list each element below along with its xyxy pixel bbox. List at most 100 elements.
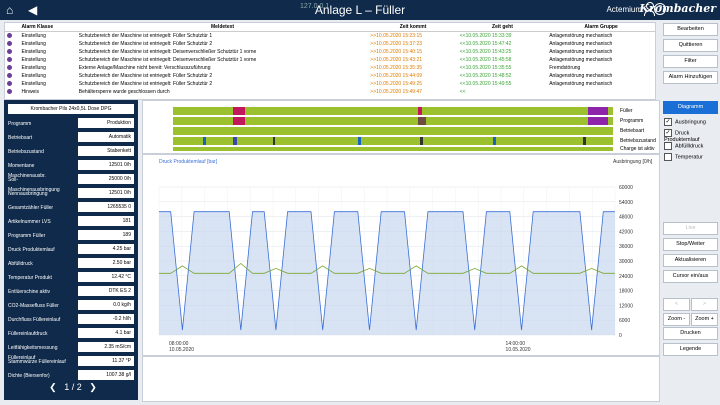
process-value: Stabenkett: [78, 146, 134, 156]
window-caption: 127.0.0.1: [300, 3, 330, 10]
cursor-button[interactable]: Cursor ein/aus: [663, 270, 718, 283]
status-bar-filler: [173, 107, 613, 115]
alarm-time-go: <<10.05.2020 15:47:42: [459, 41, 512, 47]
alarm-row[interactable]: Einstellung Schutzbereich der Maschine is…: [5, 40, 655, 48]
process-value-row: Nennausbringung 12501 0/h: [8, 188, 134, 199]
chart-svg: Druck Produktemlauf [bar] Ausbringung [0…: [158, 159, 653, 353]
process-value-row: Temperatur Produkt 12.42 °C: [8, 272, 134, 283]
edit-button[interactable]: Bearbeiten: [663, 23, 718, 36]
alarm-row[interactable]: Einstellung Schutzbereich der Maschine is…: [5, 32, 655, 41]
check-temperatur[interactable]: Temperatur: [664, 153, 703, 161]
process-value-label: Entlüerschine aktiv: [8, 289, 50, 295]
alarm-status-dot: [5, 64, 19, 72]
alarm-text: Schutzbereich der Maschine ist entriegel…: [78, 49, 257, 55]
filter-button[interactable]: Filter: [663, 55, 718, 68]
alarm-class: Einstellung: [21, 33, 46, 39]
page-prev-icon[interactable]: ❮: [49, 382, 57, 392]
process-value: Produktion: [78, 118, 134, 128]
process-value: 12.42 °C: [78, 272, 134, 282]
right-tick-label: 42000: [619, 229, 633, 235]
alarm-time-go: <<10.05.2020 15:43:25: [459, 49, 512, 55]
x-tick-date: 10.05.2020: [169, 347, 194, 353]
process-value: 1007.38 g/l: [78, 370, 134, 380]
process-value-row: Dichte (Biersenfor) 1007.38 g/l: [8, 370, 134, 381]
alarm-time-go: <<10.05.2020 15:49:55: [459, 81, 512, 87]
zoom-in-button[interactable]: Zoom +: [691, 313, 718, 326]
alarm-group: Anlagenstörung mechanisch: [549, 33, 613, 39]
status-bars-panel: Füller Programm Betriebsart Betriebszust…: [142, 100, 660, 154]
process-value: 0.0 kg/h: [78, 300, 134, 310]
alarm-col-text[interactable]: Meldetext: [76, 23, 369, 32]
acknowledge-button[interactable]: Quittieren: [663, 39, 718, 52]
alarm-status-dot: [5, 32, 19, 41]
next-arrow-button[interactable]: >: [691, 298, 718, 311]
status-label-filler: Füller: [620, 108, 633, 114]
alarm-time-come: >>10.05.2020 15:49:47: [370, 89, 423, 95]
alarm-time-come: >>10.05.2020 15:44:09: [370, 73, 423, 79]
alarm-row[interactable]: Einstellung Schutzbereich der Maschine is…: [5, 56, 655, 64]
trend-chart[interactable]: Druck Produktemlauf [bar] Ausbringung [0…: [142, 154, 660, 356]
alarm-col-class[interactable]: Alarm Klasse: [19, 23, 77, 32]
process-value-row: Artikelnummer LVS 181: [8, 216, 134, 227]
back-icon[interactable]: ◀: [28, 3, 38, 17]
check-ausbringung[interactable]: ✓ Ausbringung: [664, 118, 706, 126]
process-value-row: Durchfluss Füllereinlauf -0.2 hl/h: [8, 314, 134, 325]
alarm-class: Einstellung: [21, 65, 46, 71]
alarm-col-dot: [5, 23, 20, 32]
process-values-panel: Krombacher Pils 24x0,5L Dose DPG Program…: [4, 100, 138, 400]
process-value: 2.35 mS/cm: [78, 342, 134, 352]
series-line-ausbringung: [159, 211, 615, 331]
process-value-label: Abfülldruck: [8, 261, 33, 267]
process-value-row: CO2-Massefluss Füller 0.0 kg/h: [8, 300, 134, 311]
alarm-group: Anlagenstörung mechanisch: [549, 49, 613, 55]
status-bar-operating-state: [173, 137, 613, 145]
process-value-label: Artikelnummer LVS: [8, 219, 51, 225]
alarm-text: Schutzbereich der Maschine ist entriegel…: [78, 33, 213, 39]
alarm-time-come: >>10.05.2020 15:37:23: [370, 41, 423, 47]
live-button[interactable]: Live: [663, 222, 718, 235]
alarm-row[interactable]: Einstellung Schutzbereich der Maschine is…: [5, 48, 655, 56]
prev-arrow-button[interactable]: <: [663, 298, 690, 311]
alarm-row[interactable]: Einstellung Schutzbereich der Maschine is…: [5, 80, 655, 88]
check-abfuelldruck[interactable]: Abfüllldruck: [664, 142, 703, 150]
alarm-col-group[interactable]: Alarm Gruppe: [547, 23, 655, 32]
home-icon[interactable]: ⌂: [6, 3, 14, 17]
add-alarm-button[interactable]: Alarm Hinzufügen: [663, 71, 718, 84]
alarm-row[interactable]: Hinweis Behältersperre wurde geschlossen …: [5, 88, 655, 96]
alarm-time-come: >>10.05.2020 15:40:15: [370, 49, 423, 55]
right-tick-label: 12000: [619, 303, 633, 309]
diagram-button[interactable]: Diagramm: [663, 101, 718, 114]
alarm-time-come: >>10.05.2020 15:43:21: [370, 57, 423, 63]
process-value-label: Betriebsart: [8, 135, 33, 141]
alarm-group: Fremdstörung: [549, 65, 581, 71]
alarm-group: [547, 88, 655, 96]
print-button[interactable]: Drucken: [663, 327, 718, 340]
alarm-text: Schutzbereich der Maschine ist entriegel…: [78, 73, 213, 79]
process-value-row: Betriebsart Automatik: [8, 132, 134, 143]
user-icon[interactable]: [644, 2, 655, 16]
alarm-col-go[interactable]: Zeit geht: [457, 23, 548, 32]
refresh-button[interactable]: Aktualisieren: [663, 254, 718, 267]
process-value-row: Druck Produktemlauf 4.25 bar: [8, 244, 134, 255]
alarm-group: Anlagenstörung mechanisch: [549, 73, 613, 79]
status-label-mode: Betriebsart: [620, 128, 645, 134]
alarm-row[interactable]: Einstellung Schutzbereich der Maschine is…: [5, 72, 655, 80]
help-icon[interactable]: ?: [654, 3, 666, 15]
process-value: 12501 0/h: [78, 160, 134, 170]
process-value: 4.25 bar: [78, 244, 134, 254]
process-value-row: Programm Produktion: [8, 118, 134, 129]
alarm-status-dot: [5, 40, 19, 48]
legend-button[interactable]: Legende: [663, 343, 718, 356]
right-tick-label: 0: [619, 333, 622, 339]
alarm-status-dot: [5, 80, 19, 88]
process-value-row: Füllereinlaufdruck 4.1 bar: [8, 328, 134, 339]
zoom-out-button[interactable]: Zoom -: [663, 313, 690, 326]
process-value-label: Füllereinlaufdruck: [8, 331, 48, 337]
x-tick-date: 10.05.2020: [506, 347, 531, 353]
check-druck[interactable]: ✓ Druck Produktemlauf: [664, 129, 700, 143]
alarm-col-come[interactable]: Zeit kommt: [368, 23, 458, 32]
stop-continue-button[interactable]: Stop/Weiter: [663, 238, 718, 251]
alarm-row[interactable]: Einstellung Externe Anlage/Maschine nicht…: [5, 64, 655, 72]
page-next-icon[interactable]: ❯: [89, 382, 97, 392]
status-label-program: Programm: [620, 118, 644, 124]
